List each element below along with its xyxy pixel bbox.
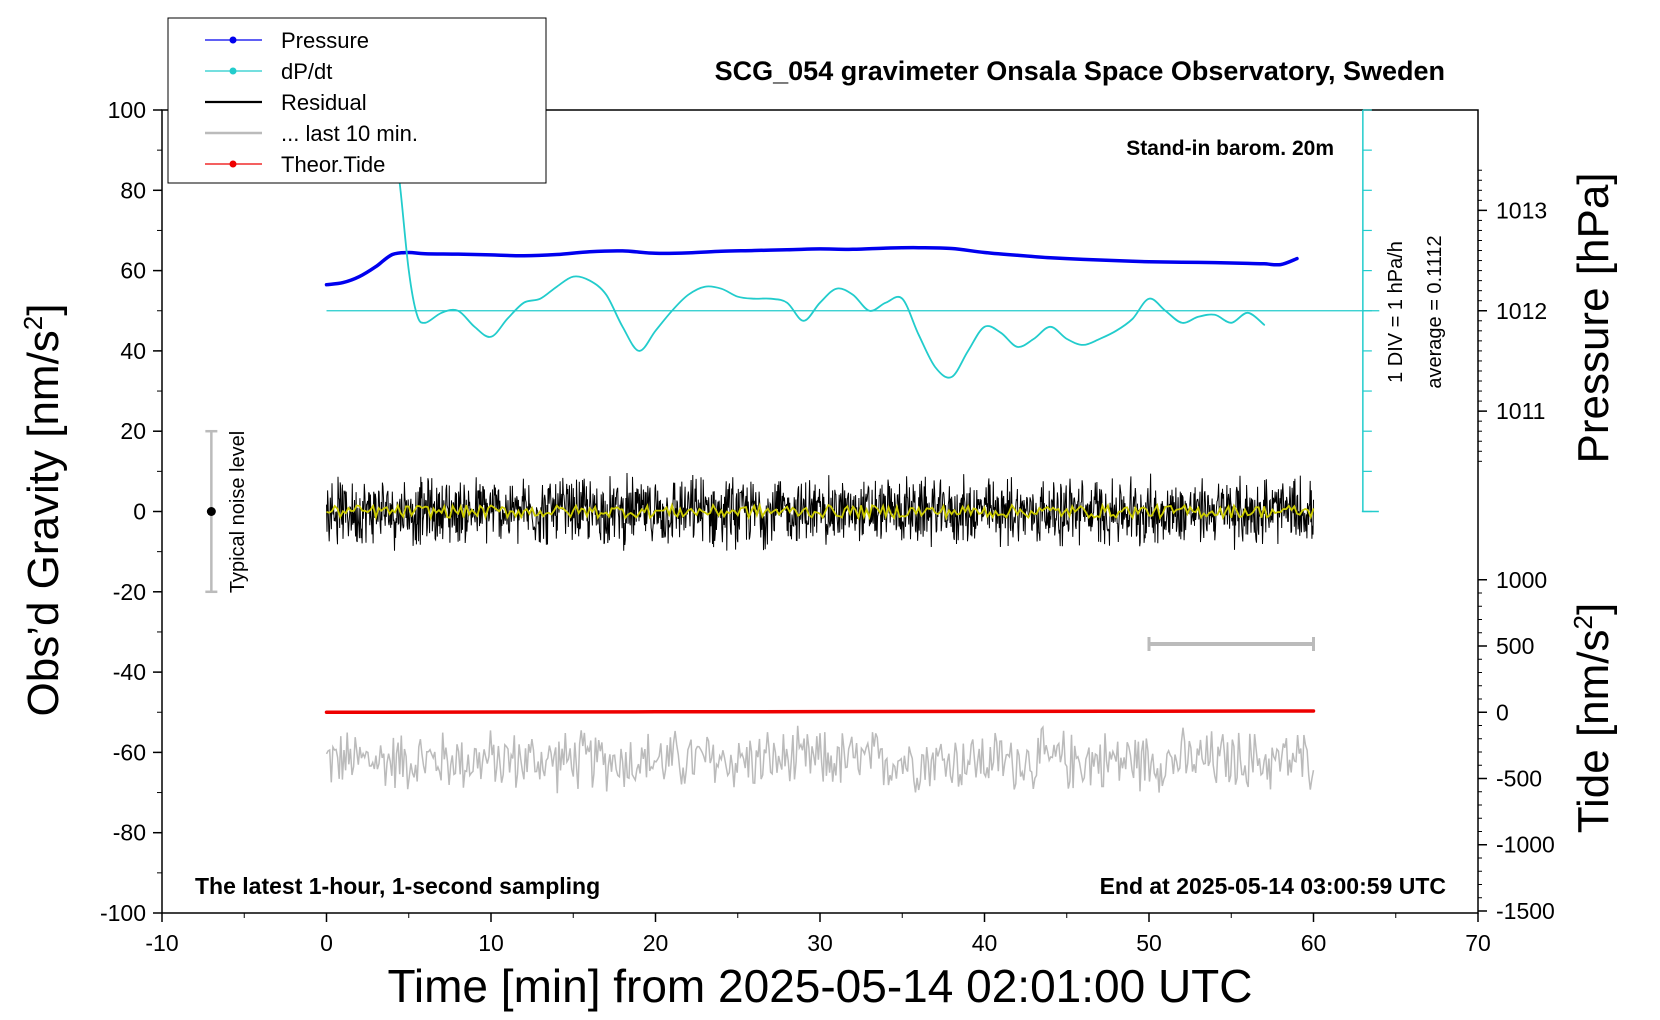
x-axis: -10 0 10 20 30 40 50 60 70 [145,913,1491,956]
legend-marker [229,36,237,44]
y-tick-label: -80 [113,820,146,846]
y-tick-label: 0 [133,499,146,525]
y-label-tide-sup: 2 [1568,615,1598,629]
y-tick-label: 100 [108,97,146,123]
y-axis-label-pressure: Pressure [hPa] [1569,172,1618,463]
x-tick-label: 0 [320,930,333,956]
legend-label: Residual [281,90,367,115]
series-residual [326,472,1314,551]
x-tick-label: -10 [145,930,178,956]
bottom-right-annotation: End at 2025-05-14 03:00:59 UTC [1100,873,1446,899]
y-label-tide-end: ] [1569,603,1618,615]
legend-label: Theor.Tide [281,152,385,177]
y-tick-label: 80 [120,177,146,203]
x-tick-label: 50 [1136,930,1162,956]
y-tick-label: -20 [113,579,146,605]
series-pressure [324,245,1299,287]
legend-label: dP/dt [281,59,332,84]
y-tick-label: 20 [120,418,146,444]
tide-tick-label: -500 [1496,765,1542,791]
tide-tick-label: -1000 [1496,832,1555,858]
legend-marker [229,67,237,75]
y-tick-label: -100 [100,900,146,926]
y-label-left-sup: 2 [18,316,48,330]
x-tick-label: 20 [643,930,669,956]
series-residual-smoothed [326,502,1315,522]
average-annotation: average = 0.1112 [1424,235,1446,388]
x-tick-label: 70 [1465,930,1491,956]
legend: Pressure dP/dt Residual ... last 10 min. The… [167,17,547,184]
legend-label: ... last 10 min. [281,121,418,146]
legend-label: Pressure [281,28,369,53]
noise-level-bar [205,429,218,594]
x-tick-label: 40 [972,930,998,956]
legend-marker [229,160,237,168]
y-tick-label: 40 [120,338,146,364]
y-axis-left: -100 -80 -60 -40 -20 0 20 40 60 80 100 [100,97,162,926]
x-axis-label: Time [min] from 2025-05-14 02:01:00 UTC [388,960,1253,1012]
series-last10 [325,725,1315,794]
div-scale-annotation: 1 DIV = 1 hPa/h [1385,241,1407,383]
noise-bar-dot [206,507,216,516]
tide-tick-label: 500 [1496,633,1534,659]
y-label-left-main: Obs’d Gravity [nm/s [19,330,68,716]
series-layer [324,117,1316,794]
y-tick-label: -60 [113,739,146,765]
x-tick-label: 60 [1301,930,1327,956]
y-axis-pressure: 1011 1012 1013 [1478,169,1547,462]
legend-box [167,17,547,184]
pressure-tick-label: 1013 [1496,197,1547,223]
y-label-tide-main: Tide [nm/s [1569,629,1618,833]
barometer-annotation: Stand-in barom. 20m [1126,137,1334,160]
y-axis-label-left: Obs’d Gravity [nm/s2] [18,303,68,716]
y-label-left-end: ] [19,303,68,315]
x-tick-label: 30 [807,930,833,956]
noise-annotation: Typical noise level [227,431,249,593]
bottom-left-annotation: The latest 1-hour, 1-second sampling [195,873,600,899]
pressure-tick-label: 1012 [1496,298,1547,324]
dpdt-scale-bar [326,109,1380,513]
chart-title: SCG_054 gravimeter Onsala Space Observat… [715,56,1445,86]
pressure-tick-label: 1011 [1496,398,1545,424]
tide-tick-label: -1500 [1496,898,1555,924]
tide-tick-label: 1000 [1496,567,1547,593]
y-axis-label-tide: Tide [nm/s2] [1568,603,1618,833]
y-tick-label: 60 [120,258,146,284]
x-tick-label: 10 [478,930,504,956]
last10-range-bar [1147,636,1315,651]
y-axis-tide: 1000 500 0 -500 -1000 -1500 [1478,567,1555,924]
y-tick-label: -40 [113,659,146,685]
legend-entries: Pressure dP/dt Residual ... last 10 min. The… [205,28,418,177]
tide-tick-label: 0 [1496,699,1509,725]
series-theor-tide [324,709,1316,715]
series-dp-dt [391,117,1266,379]
